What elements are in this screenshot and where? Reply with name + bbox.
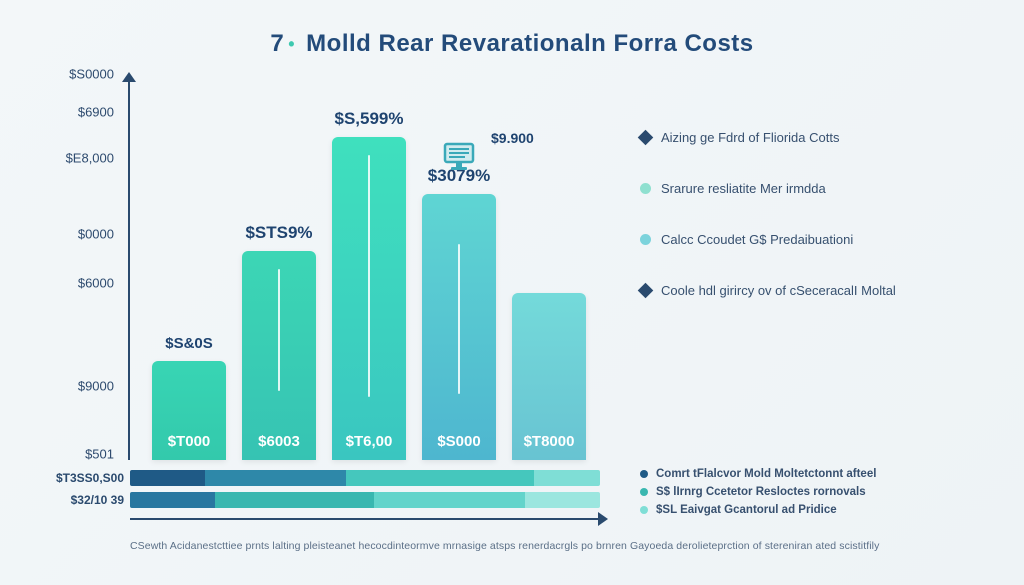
y-tick: $6000 [44, 276, 114, 291]
bar-value-inside: $T6,00 [332, 433, 406, 450]
hbar-row: $32/10 39 [130, 492, 600, 508]
hbar-segment [534, 470, 600, 486]
legend-label: S$ lIrnrg Ccetetor Resloctes rornovals [656, 486, 866, 498]
legend-item: Calcc Ccoudet G$ Predaibuationi [640, 232, 1000, 247]
hbar-label: $T3SS0,S00 [42, 471, 124, 485]
y-axis: $S0000$6900$E8,000$0000$6000$9000$501 [44, 74, 124, 454]
bar-value-inside: $T8000 [512, 433, 586, 450]
y-tick: $0000 [44, 226, 114, 241]
hbar-segment [130, 492, 215, 508]
legend-bottom: Comrt tFlalcvor Mold Moltetctonnt afteel… [640, 468, 1000, 522]
bar-inner-line [368, 155, 370, 397]
legend-item: Aizing ge Fdrd of Fliorida Cotts [640, 130, 1000, 145]
legend-item: Srarure resliatite Mer irmdda [640, 181, 1000, 196]
dot-icon [640, 488, 648, 496]
title-bullet: • [288, 34, 295, 54]
hbar-track [130, 470, 600, 486]
circle-icon [640, 234, 651, 245]
dot-icon [640, 470, 648, 478]
hbar-track [130, 492, 600, 508]
bar-inner-line [458, 244, 460, 394]
diamond-icon [638, 130, 654, 146]
hbar-label: $32/10 39 [42, 493, 124, 507]
legend-item: Coole hdl girircy ov of cSeceracalI Molt… [640, 283, 1000, 298]
x-axis-line [130, 518, 600, 520]
bar-value-inside: $6003 [242, 433, 316, 450]
hbar-segment [525, 492, 600, 508]
bar-value-top: $STS9% [242, 223, 316, 243]
bar: $T8000 [512, 293, 586, 460]
title-d: n Forra [591, 30, 677, 57]
legend-label: Srarure resliatite Mer irmdda [661, 181, 826, 196]
legend-item: Comrt tFlalcvor Mold Moltetctonnt afteel [640, 468, 1000, 480]
title-a: Mol [306, 30, 349, 57]
diamond-icon [638, 283, 654, 299]
title-e: Costs [684, 30, 753, 57]
bar: $S,599%$T6,00 [332, 137, 406, 460]
legend-label: Calcc Ccoudet G$ Predaibuationi [661, 232, 853, 247]
bar: $STS9%$6003 [242, 251, 316, 460]
bar-icon-label: $9.900 [491, 130, 534, 146]
chart-caption: CSewth Acidanestcttiee prnts lalting ple… [130, 540, 960, 552]
y-tick: $6900 [44, 105, 114, 120]
y-tick: $501 [44, 447, 114, 462]
y-tick: $E8,000 [44, 150, 114, 165]
legend-label: Aizing ge Fdrd of Fliorida Cotts [661, 130, 839, 145]
legend-item: S$ lIrnrg Ccetetor Resloctes rornovals [640, 486, 1000, 498]
hbar-segment [374, 492, 524, 508]
hbar-segment [346, 470, 534, 486]
y-tick: $S0000 [44, 67, 114, 82]
title-c: Revarational [441, 30, 591, 57]
legend-label: $SL Eaivgat Gcantorul ad Pridice [656, 504, 837, 516]
title-b: ld Rear [349, 30, 434, 57]
chart-container: 7• Molld Rear Revarationaln Forra Costs … [0, 0, 1024, 585]
bar-value-top: $S,599% [332, 109, 406, 129]
x-axis-arrow-icon [598, 512, 608, 526]
bar-plot: $S&0S$T000$STS9%$6003$S,599%$T6,00$3079%… [130, 80, 600, 460]
legend-right: Aizing ge Fdrd of Fliorida Cotts Srarure … [640, 130, 1000, 334]
bar-value-inside: $T000 [152, 433, 226, 450]
bar: $3079%$S000$9.900 [422, 194, 496, 460]
title-prefix: 7 [270, 30, 284, 57]
hbars-group: $T3SS0,S00 $32/10 39 [130, 470, 600, 514]
monitor-icon: $9.900 [439, 138, 479, 183]
dot-icon [640, 506, 648, 514]
hbar-segment [130, 470, 205, 486]
bar-inner-line [278, 269, 280, 391]
legend-item: $SL Eaivgat Gcantorul ad Pridice [640, 504, 1000, 516]
hbar-segment [215, 492, 375, 508]
legend-label: Coole hdl girircy ov of cSeceracalI Molt… [661, 283, 896, 298]
bar: $S&0S$T000 [152, 361, 226, 460]
chart-title: 7• Molld Rear Revarationaln Forra Costs [0, 30, 1024, 58]
circle-icon [640, 183, 651, 194]
hbar-row: $T3SS0,S00 [130, 470, 600, 486]
bar-value-above: $S&0S [152, 335, 226, 352]
y-tick: $9000 [44, 378, 114, 393]
legend-label: Comrt tFlalcvor Mold Moltetctonnt afteel [656, 468, 876, 480]
hbar-segment [205, 470, 346, 486]
bar-value-inside: $S000 [422, 433, 496, 450]
